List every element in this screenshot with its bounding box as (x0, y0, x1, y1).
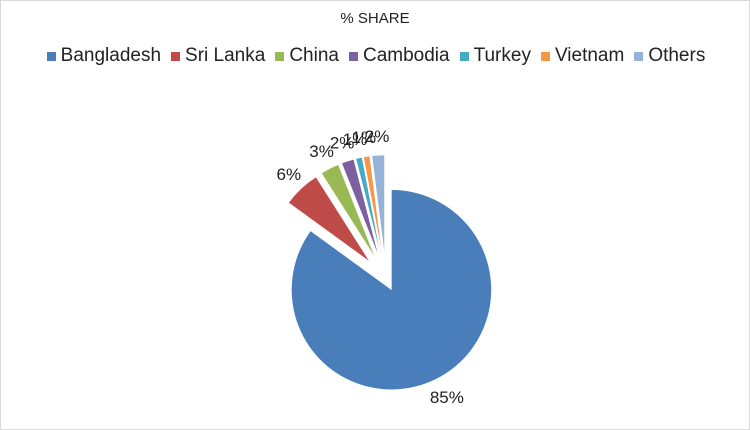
legend-item: Others (634, 45, 705, 67)
legend-item: Bangladesh (46, 45, 162, 67)
data-label: 3% (309, 142, 334, 161)
legend-item: Cambodia (348, 45, 450, 67)
legend-swatch (540, 51, 550, 61)
pie-slice (321, 164, 376, 258)
legend-swatch (634, 51, 644, 61)
legend-swatch (275, 51, 285, 61)
legend-item: Turkey (459, 45, 531, 67)
chart-title: % SHARE (340, 10, 409, 27)
data-label: 2% (330, 133, 355, 152)
data-label: 1% (343, 130, 368, 149)
legend-item: Vietnam (540, 45, 625, 67)
pie-slice (291, 189, 492, 390)
legend-item: China (275, 45, 339, 67)
pie-slice (288, 176, 370, 262)
pie-slice (355, 157, 382, 256)
pie-slice (341, 159, 379, 257)
legend-label: Vietnam (554, 45, 625, 66)
legend-label: Bangladesh (60, 45, 162, 66)
legend: Bangladesh Sri Lanka China Cambodia Turkey Vi… (1, 45, 749, 67)
pie-slice (371, 154, 385, 256)
legend-label: Sri Lanka (185, 45, 266, 66)
legend-label: China (289, 45, 339, 66)
pie-slice (363, 155, 383, 256)
data-label: 85% (430, 388, 464, 407)
legend-label: Turkey (473, 45, 531, 66)
legend-label: Others (648, 45, 706, 66)
legend-label: Cambodia (362, 45, 450, 66)
legend-swatch (46, 51, 56, 61)
legend-swatch (459, 51, 469, 61)
data-label: 1% (351, 128, 376, 147)
data-label: 6% (277, 165, 302, 184)
legend-item: Sri Lanka (171, 45, 265, 67)
legend-swatch (171, 51, 181, 61)
data-label: 2% (365, 127, 390, 146)
legend-swatch (348, 51, 358, 61)
